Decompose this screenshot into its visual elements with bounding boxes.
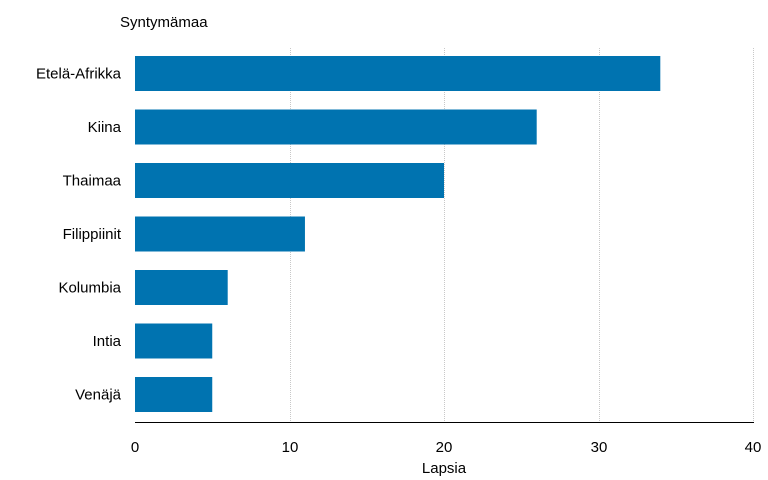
bar-0 [135,56,661,91]
bar-1 [135,109,537,145]
x-axis-title: Lapsia [422,460,467,477]
bar-3 [135,216,305,252]
bar-4 [135,270,228,305]
bar-2 [135,163,444,198]
x-tick-label-10: 10 [282,439,299,456]
category-label-1: Kiina [88,119,122,136]
category-labels: Etelä-Afrikka Kiina Thaimaa Filippiinit Kolu… [36,66,122,404]
x-tick-label-40: 40 [745,439,762,456]
x-tick-label-0: 0 [131,439,139,456]
category-label-2: Thaimaa [63,173,122,190]
y-axis-title: Syntymämaa [120,14,208,31]
x-tick-label-30: 30 [591,439,608,456]
x-axis-ticks: 0 10 20 30 40 [131,439,762,456]
category-label-0: Etelä-Afrikka [36,66,122,83]
bar-5 [135,323,213,359]
bars [135,56,661,412]
x-tick-label-20: 20 [436,439,453,456]
category-label-4: Kolumbia [58,280,121,297]
category-label-3: Filippiinit [63,226,122,243]
grid-lines [290,48,754,422]
category-label-5: Intia [93,333,122,350]
bar-6 [135,377,213,412]
category-label-6: Venäjä [75,387,122,404]
